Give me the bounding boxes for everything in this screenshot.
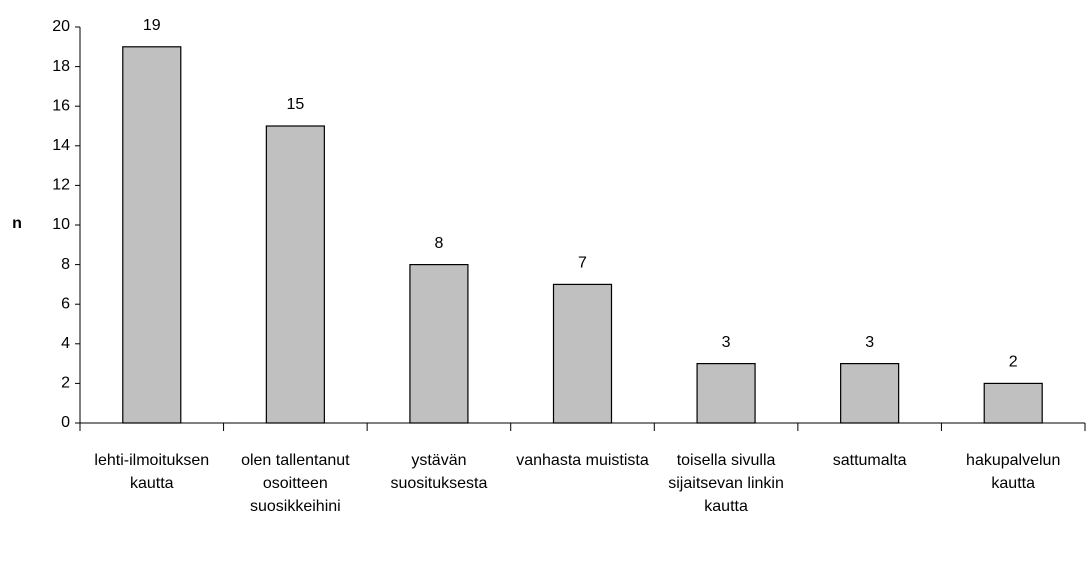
data-label: 8 — [434, 235, 443, 252]
y-tick-label: 10 — [52, 216, 70, 233]
x-tick-label: hakupalvelun kautta — [966, 452, 1061, 492]
data-label: 19 — [143, 17, 161, 34]
x-tick-label: ystävän suosituksesta — [390, 452, 488, 492]
bar — [265, 125, 325, 424]
y-tick-label: 18 — [52, 58, 70, 75]
data-label: 2 — [1009, 354, 1018, 371]
data-label: 3 — [722, 334, 731, 351]
bar — [122, 46, 182, 424]
y-axis-label: n — [12, 215, 22, 232]
y-tick-label: 2 — [61, 375, 70, 392]
y-tick-label: 0 — [61, 414, 70, 431]
y-tick-label: 6 — [61, 295, 70, 312]
bar — [840, 363, 900, 424]
y-tick-label: 16 — [52, 97, 70, 114]
x-tick-label: olen tallentanut osoitteen suosikkeihini — [241, 452, 350, 515]
data-label: 3 — [865, 334, 874, 351]
y-tick-label: 12 — [52, 177, 70, 194]
data-label: 7 — [578, 255, 587, 272]
bar — [983, 382, 1043, 424]
x-tick-label: toisella sivulla sijaitsevan linkin kaut… — [668, 452, 784, 515]
x-tick-label: vanhasta muistista — [516, 452, 649, 469]
y-tick-label: 8 — [61, 256, 70, 273]
y-tick-label: 14 — [52, 137, 70, 154]
y-tick-label: 4 — [61, 335, 70, 352]
x-tick-label: sattumalta — [832, 452, 907, 469]
data-label: 15 — [286, 96, 304, 113]
bar — [552, 283, 613, 424]
y-tick-label: 20 — [52, 18, 70, 35]
bar — [696, 363, 756, 424]
bar — [409, 264, 469, 424]
x-tick-label: lehti-ilmoituksen kautta — [94, 452, 210, 492]
